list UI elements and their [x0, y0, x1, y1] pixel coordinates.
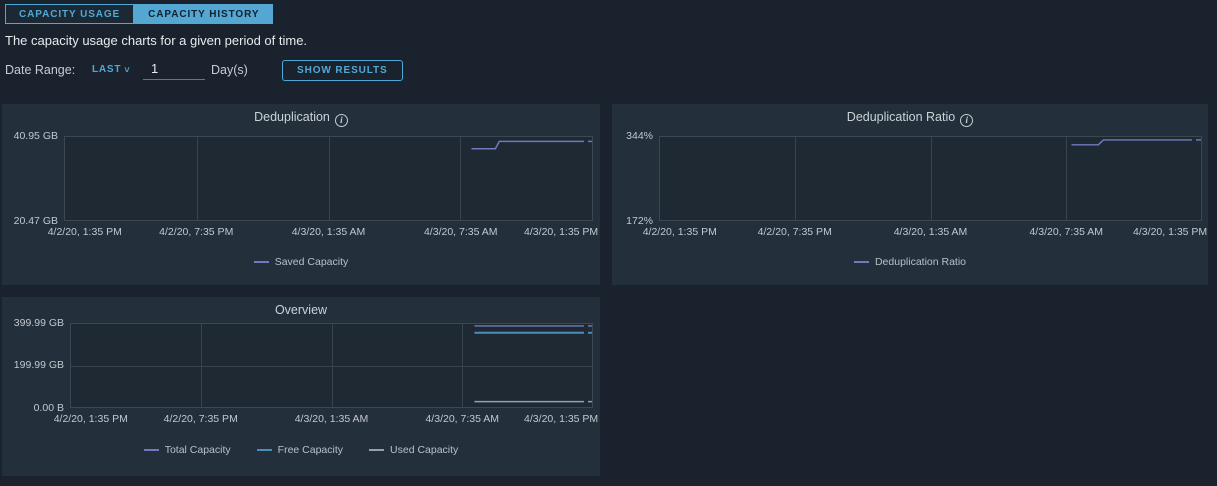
legend-item-total-capacity: Total Capacity [143, 444, 231, 456]
x-axis-tick: 4/2/20, 1:35 PM [47, 226, 122, 238]
deduplication-ratio-title: Deduplication Ratio i [612, 110, 1208, 127]
x-axis-tick: 4/3/20, 1:35 AM [893, 226, 968, 238]
y-axis-tick: 40.95 GB [13, 130, 58, 142]
saved-capacity-line [471, 140, 585, 150]
legend-swatch [253, 261, 269, 263]
x-axis-tick: 4/2/20, 7:35 PM [163, 413, 238, 425]
legend-swatch [256, 449, 272, 451]
gridline [71, 365, 592, 367]
overview-lines [474, 325, 592, 403]
deduplication-plot-area [64, 136, 593, 221]
y-axis-tick: 20.47 GB [13, 215, 58, 227]
y-axis-tick: 199.99 GB [13, 359, 64, 371]
y-axis-tick: 344% [626, 130, 653, 142]
legend-label: Deduplication Ratio [874, 256, 967, 268]
deduplication-ratio-legend: Deduplication Ratio [612, 256, 1208, 268]
gridline [328, 137, 330, 220]
legend-label: Used Capacity [390, 444, 459, 456]
legend-label: Total Capacity [164, 444, 231, 456]
x-axis-tick: 4/3/20, 1:35 PM [524, 226, 599, 238]
x-axis: 4/2/20, 1:35 PM 4/2/20, 7:35 PM 4/3/20, … [643, 226, 1208, 240]
legend-item-saved-capacity: Saved Capacity [253, 256, 349, 268]
x-axis-tick: 4/2/20, 1:35 PM [53, 413, 128, 425]
deduplication-title-text: Deduplication [254, 110, 330, 124]
days-unit-label: Day(s) [211, 63, 248, 77]
x-axis-tick: 4/3/20, 7:35 AM [423, 226, 498, 238]
deduplication-lines [471, 140, 592, 150]
overview-title-text: Overview [274, 303, 328, 317]
legend-item-used-capacity: Used Capacity [369, 444, 458, 456]
info-icon[interactable]: i [334, 114, 348, 127]
x-axis-tick: 4/3/20, 1:35 PM [1133, 226, 1208, 238]
legend-swatch [143, 449, 159, 451]
x-axis-tick: 4/3/20, 7:35 AM [1029, 226, 1104, 238]
x-axis-tick: 4/3/20, 7:35 AM [425, 413, 500, 425]
deduplication-ratio-lines [1071, 139, 1201, 146]
legend-item-deduplication-ratio: Deduplication Ratio [853, 256, 967, 268]
legend-label: Free Capacity [277, 444, 344, 456]
overview-legend: Total Capacity Free Capacity Used Capaci… [2, 444, 600, 456]
gridline [196, 137, 198, 220]
date-range-controls: Date Range: LAST ˅ Day(s) SHOW RESULTS [5, 60, 485, 81]
deduplication-panel: Deduplication i 40.95 GB 20.47 GB 4/2/20,… [2, 104, 600, 285]
x-axis-tick: 4/2/20, 7:35 PM [757, 226, 832, 238]
x-axis-tick: 4/3/20, 1:35 AM [291, 226, 366, 238]
deduplication-legend: Saved Capacity [2, 256, 600, 268]
page-description: The capacity usage charts for a given pe… [5, 33, 308, 48]
x-axis-tick: 4/2/20, 7:35 PM [159, 226, 234, 238]
date-range-mode-value: LAST [92, 64, 122, 75]
chevron-down-icon: ˅ [124, 64, 131, 75]
deduplication-ratio-panel: Deduplication Ratio i 344% 172% 4/2/20, 1… [612, 104, 1208, 285]
show-results-button[interactable]: SHOW RESULTS [282, 60, 403, 81]
legend-swatch [853, 261, 869, 263]
gridline [1065, 137, 1067, 220]
legend-swatch [369, 449, 385, 451]
legend-label: Saved Capacity [274, 256, 349, 268]
deduplication-ratio-line [1071, 139, 1193, 146]
deduplication-ratio-title-text: Deduplication Ratio [846, 110, 956, 124]
overview-title: Overview [2, 303, 600, 317]
x-axis: 4/2/20, 1:35 PM 4/2/20, 7:35 PM 4/3/20, … [48, 226, 599, 240]
legend-item-free-capacity: Free Capacity [256, 444, 344, 456]
date-range-mode-dropdown[interactable]: LAST ˅ [92, 64, 130, 75]
tab-capacity-usage[interactable]: CAPACITY USAGE [5, 4, 135, 24]
info-icon[interactable]: i [960, 114, 974, 127]
y-axis-tick: 0.00 B [33, 402, 64, 414]
capacity-tab-bar: CAPACITY USAGE CAPACITY HISTORY [5, 4, 274, 24]
gridline [795, 137, 797, 220]
gridline [460, 137, 462, 220]
x-axis-tick: 4/3/20, 1:35 AM [294, 413, 369, 425]
gridline [930, 137, 932, 220]
deduplication-ratio-plot-area [659, 136, 1202, 221]
overview-plot-area [70, 323, 593, 408]
x-axis: 4/2/20, 1:35 PM 4/2/20, 7:35 PM 4/3/20, … [54, 413, 599, 427]
x-axis-tick: 4/3/20, 1:35 PM [524, 413, 599, 425]
tab-capacity-history[interactable]: CAPACITY HISTORY [134, 4, 274, 24]
x-axis-tick: 4/2/20, 1:35 PM [642, 226, 717, 238]
deduplication-title: Deduplication i [2, 110, 600, 127]
y-axis-tick: 172% [626, 215, 653, 227]
overview-panel: Overview 399.99 GB 199.99 GB 0.00 B 4/2/… [2, 297, 600, 476]
date-range-label: Date Range: [5, 63, 76, 77]
days-input[interactable] [143, 60, 205, 80]
y-axis-tick: 399.99 GB [13, 317, 64, 329]
